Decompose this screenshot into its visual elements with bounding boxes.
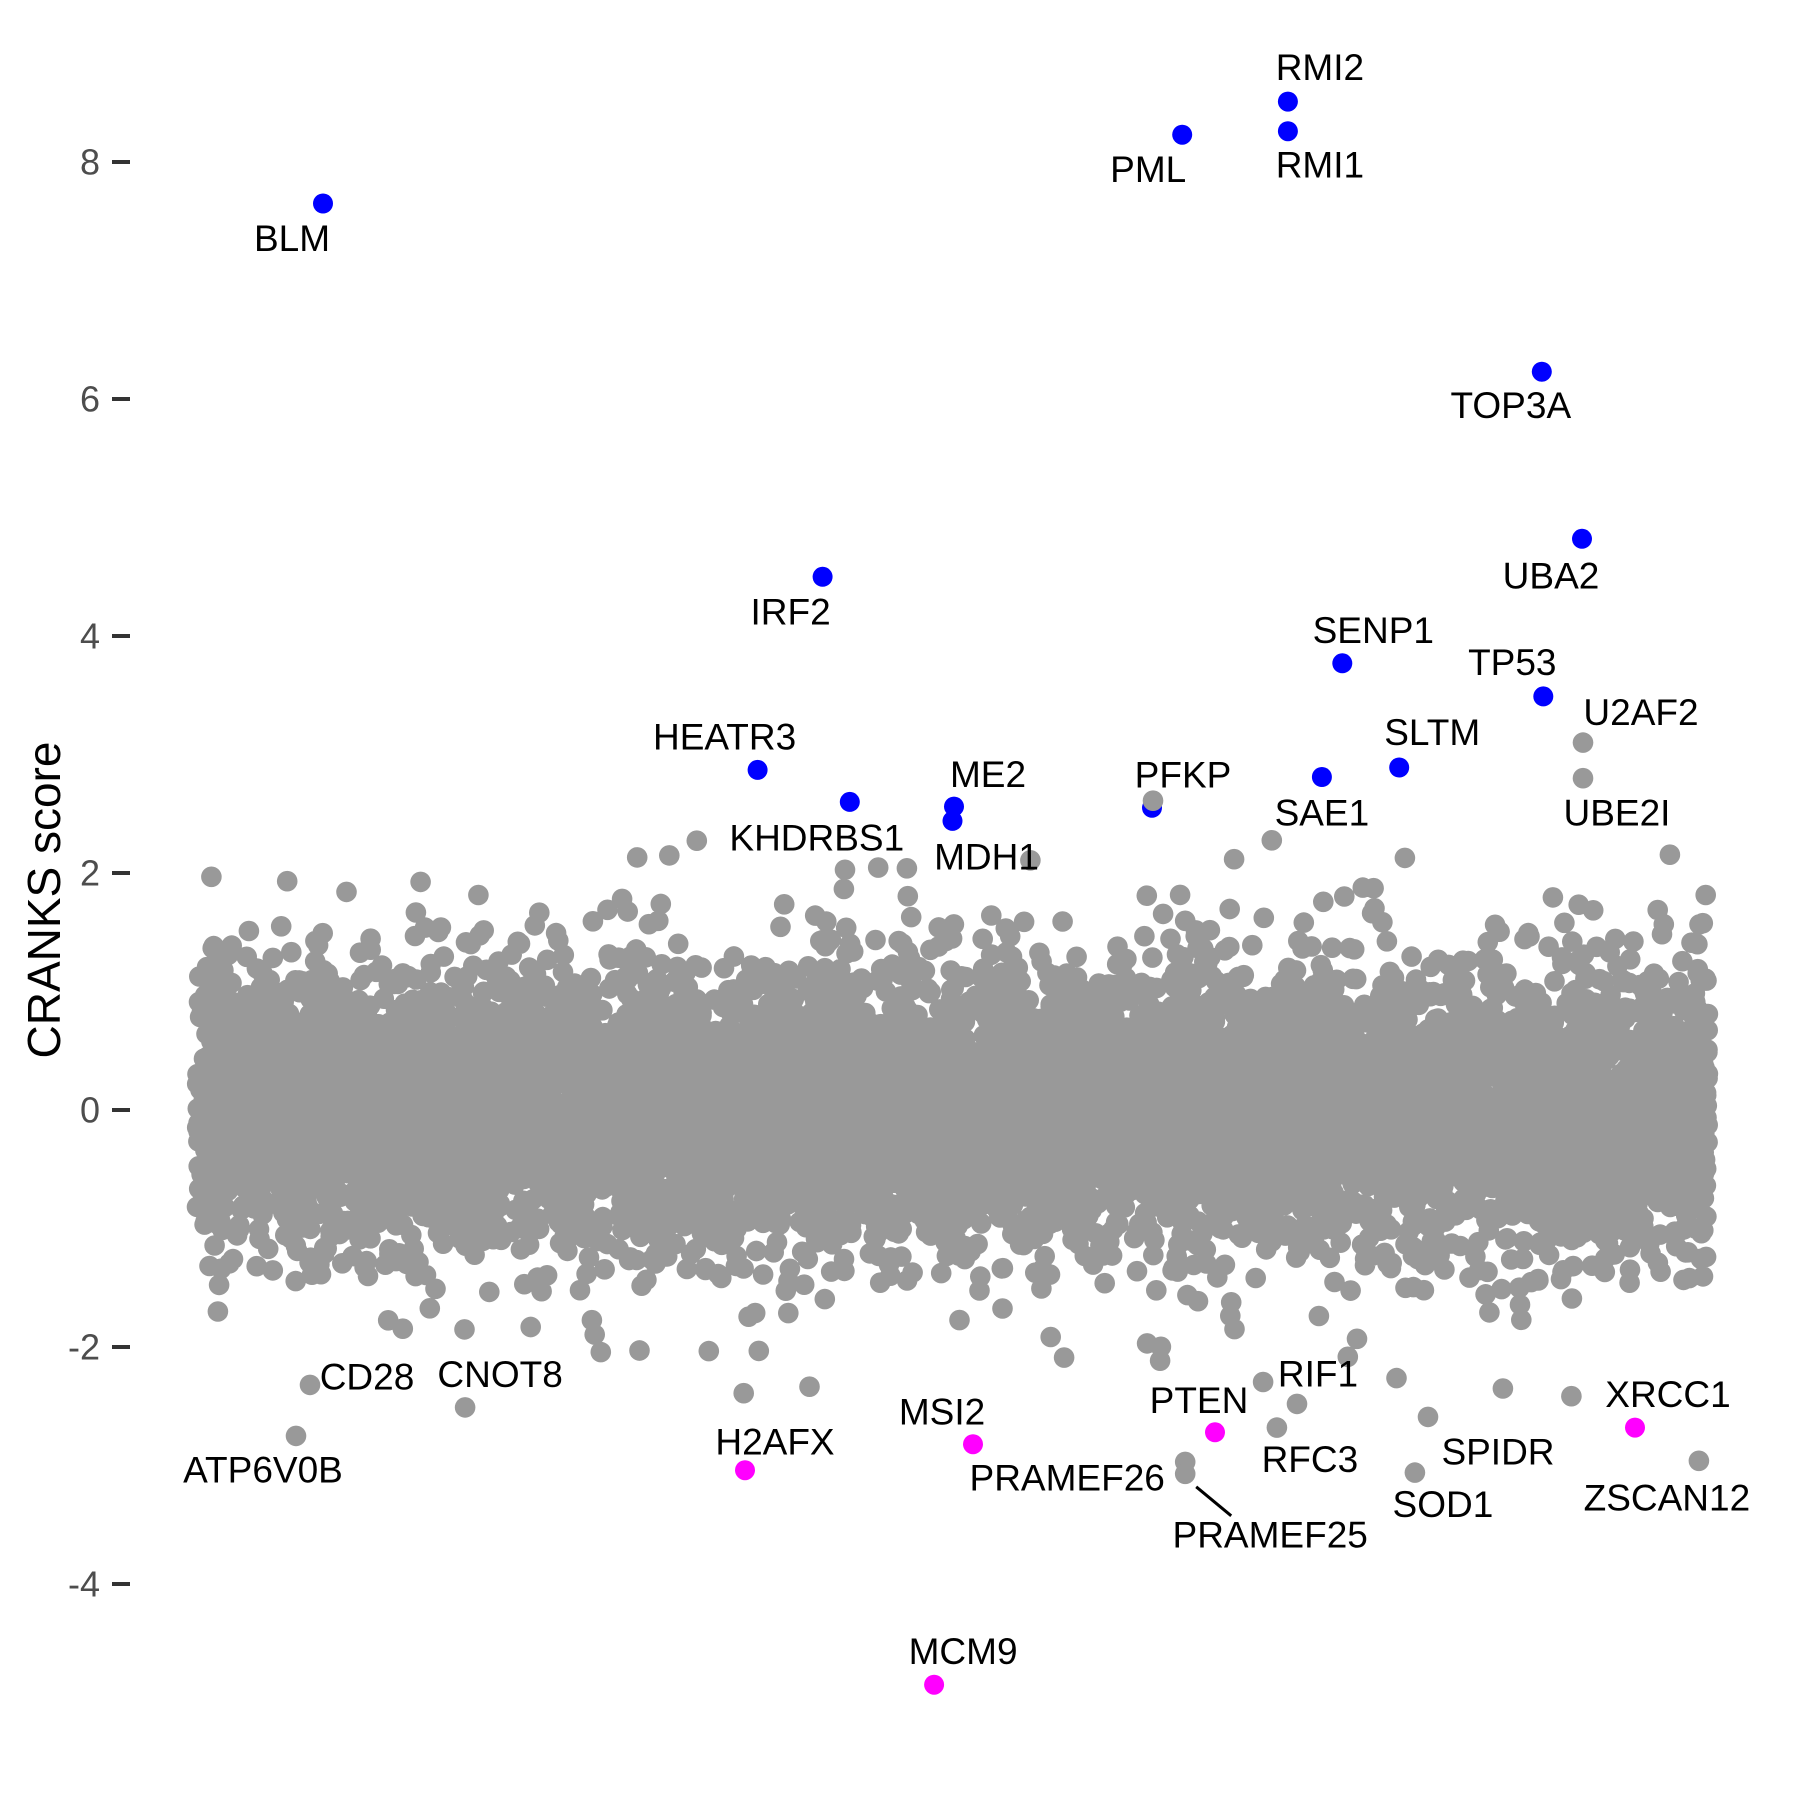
data-point-IRF2 <box>812 566 833 587</box>
data-point-SLTM <box>1389 757 1410 778</box>
gene-label-RIF1: RIF1 <box>1278 1353 1358 1394</box>
data-point-SAE1 <box>1311 767 1332 787</box>
data-point-ZSCAN12 <box>1688 1450 1710 1472</box>
data-point-BLM <box>313 193 333 214</box>
gene-label-HEATR3: HEATR3 <box>653 716 796 757</box>
gene-label-CNOT8: CNOT8 <box>437 1354 562 1395</box>
y-axis-tick-label: -4 <box>68 1564 100 1605</box>
gene-label-PTEN: PTEN <box>1150 1380 1249 1421</box>
data-point-RMI1 <box>1277 121 1298 142</box>
data-point-SPIDR <box>1417 1406 1439 1428</box>
y-axis-tick-label: 6 <box>80 379 100 420</box>
data-point-UBA2 <box>1572 528 1592 549</box>
gene-label-SLTM: SLTM <box>1384 712 1480 753</box>
gene-label-RFC3: RFC3 <box>1262 1439 1359 1480</box>
data-point-RIF1 <box>1286 1393 1308 1415</box>
data-point-RFC3 <box>1266 1417 1288 1438</box>
leader-line-PRAMEF25 <box>1195 1485 1233 1517</box>
gene-label-PRAMEF26: PRAMEF26 <box>970 1457 1165 1498</box>
y-axis-tick-label: 4 <box>80 616 100 657</box>
data-point-MSI2 <box>963 1434 983 1455</box>
gene-label-RMI2: RMI2 <box>1276 47 1364 88</box>
gene-label-SPIDR: SPIDR <box>1441 1431 1554 1472</box>
gene-label-PRAMEF25: PRAMEF25 <box>1173 1514 1368 1555</box>
data-point-ATP6V0B <box>285 1425 307 1447</box>
gene-label-MDH1: MDH1 <box>934 836 1039 877</box>
data-point-SOD1 <box>1404 1462 1426 1483</box>
data-point-U2AF2 <box>1572 732 1594 753</box>
gene-label-UBA2: UBA2 <box>1503 555 1600 596</box>
gene-label-MCM9: MCM9 <box>909 1631 1018 1672</box>
gene-label-MSI2: MSI2 <box>899 1392 985 1433</box>
gene-label-BLM: BLM <box>254 218 330 259</box>
gene-label-IRF2: IRF2 <box>751 591 831 632</box>
data-point-MCM9 <box>924 1674 945 1695</box>
gene-label-ME2: ME2 <box>950 754 1026 795</box>
y-axis-tick-label: 0 <box>80 1090 100 1131</box>
data-point-CD28 <box>299 1374 321 1396</box>
y-axis-tick-label: -2 <box>68 1327 100 1368</box>
gene-label-ATP6V0B: ATP6V0B <box>183 1449 343 1490</box>
gene-label-SOD1: SOD1 <box>1393 1484 1494 1525</box>
y-axis-tick-label: 8 <box>80 142 100 183</box>
gene-label-H2AFX: H2AFX <box>715 1422 834 1463</box>
data-point-TP53 <box>1533 686 1554 707</box>
data-point-KHDRBS1 <box>839 791 860 812</box>
gene-label-PFKP: PFKP <box>1135 754 1232 795</box>
gene-label-PML: PML <box>1110 149 1186 190</box>
data-point-SENP1 <box>1332 653 1353 674</box>
gene-label-TOP3A: TOP3A <box>1450 385 1571 426</box>
data-point-PTEN <box>1205 1422 1225 1443</box>
data-point-HEATR3 <box>747 759 768 780</box>
gene-label-XRCC1: XRCC1 <box>1605 1374 1730 1415</box>
gene-label-U2AF2: U2AF2 <box>1583 692 1698 733</box>
gene-label-ZSCAN12: ZSCAN12 <box>1584 1477 1751 1518</box>
background-point-overlay <box>1142 790 1164 811</box>
gene-label-SENP1: SENP1 <box>1313 610 1434 651</box>
data-point-XRCC1 <box>1625 1417 1645 1438</box>
data-point-UBE2I <box>1572 767 1594 789</box>
gene-label-RMI1: RMI1 <box>1276 145 1364 186</box>
background-point-cloud <box>186 829 1719 1407</box>
gene-label-CD28: CD28 <box>320 1356 415 1397</box>
data-point-PML <box>1172 124 1193 145</box>
y-axis-tick-label: 2 <box>80 853 100 894</box>
data-point-MDH1 <box>942 810 963 831</box>
gene-label-TP53: TP53 <box>1468 642 1556 683</box>
gene-label-UBE2I: UBE2I <box>1564 793 1671 834</box>
gene-label-SAE1: SAE1 <box>1275 793 1370 834</box>
y-axis-title: CRANKS score <box>18 742 70 1059</box>
data-point-TOP3A <box>1531 361 1552 382</box>
gene-label-KHDRBS1: KHDRBS1 <box>729 817 904 858</box>
data-point-RMI2 <box>1277 91 1298 112</box>
data-point-H2AFX <box>735 1460 755 1481</box>
data-point-PRAMEF25 <box>1174 1463 1196 1485</box>
data-point-CNOT8 <box>454 1397 476 1418</box>
